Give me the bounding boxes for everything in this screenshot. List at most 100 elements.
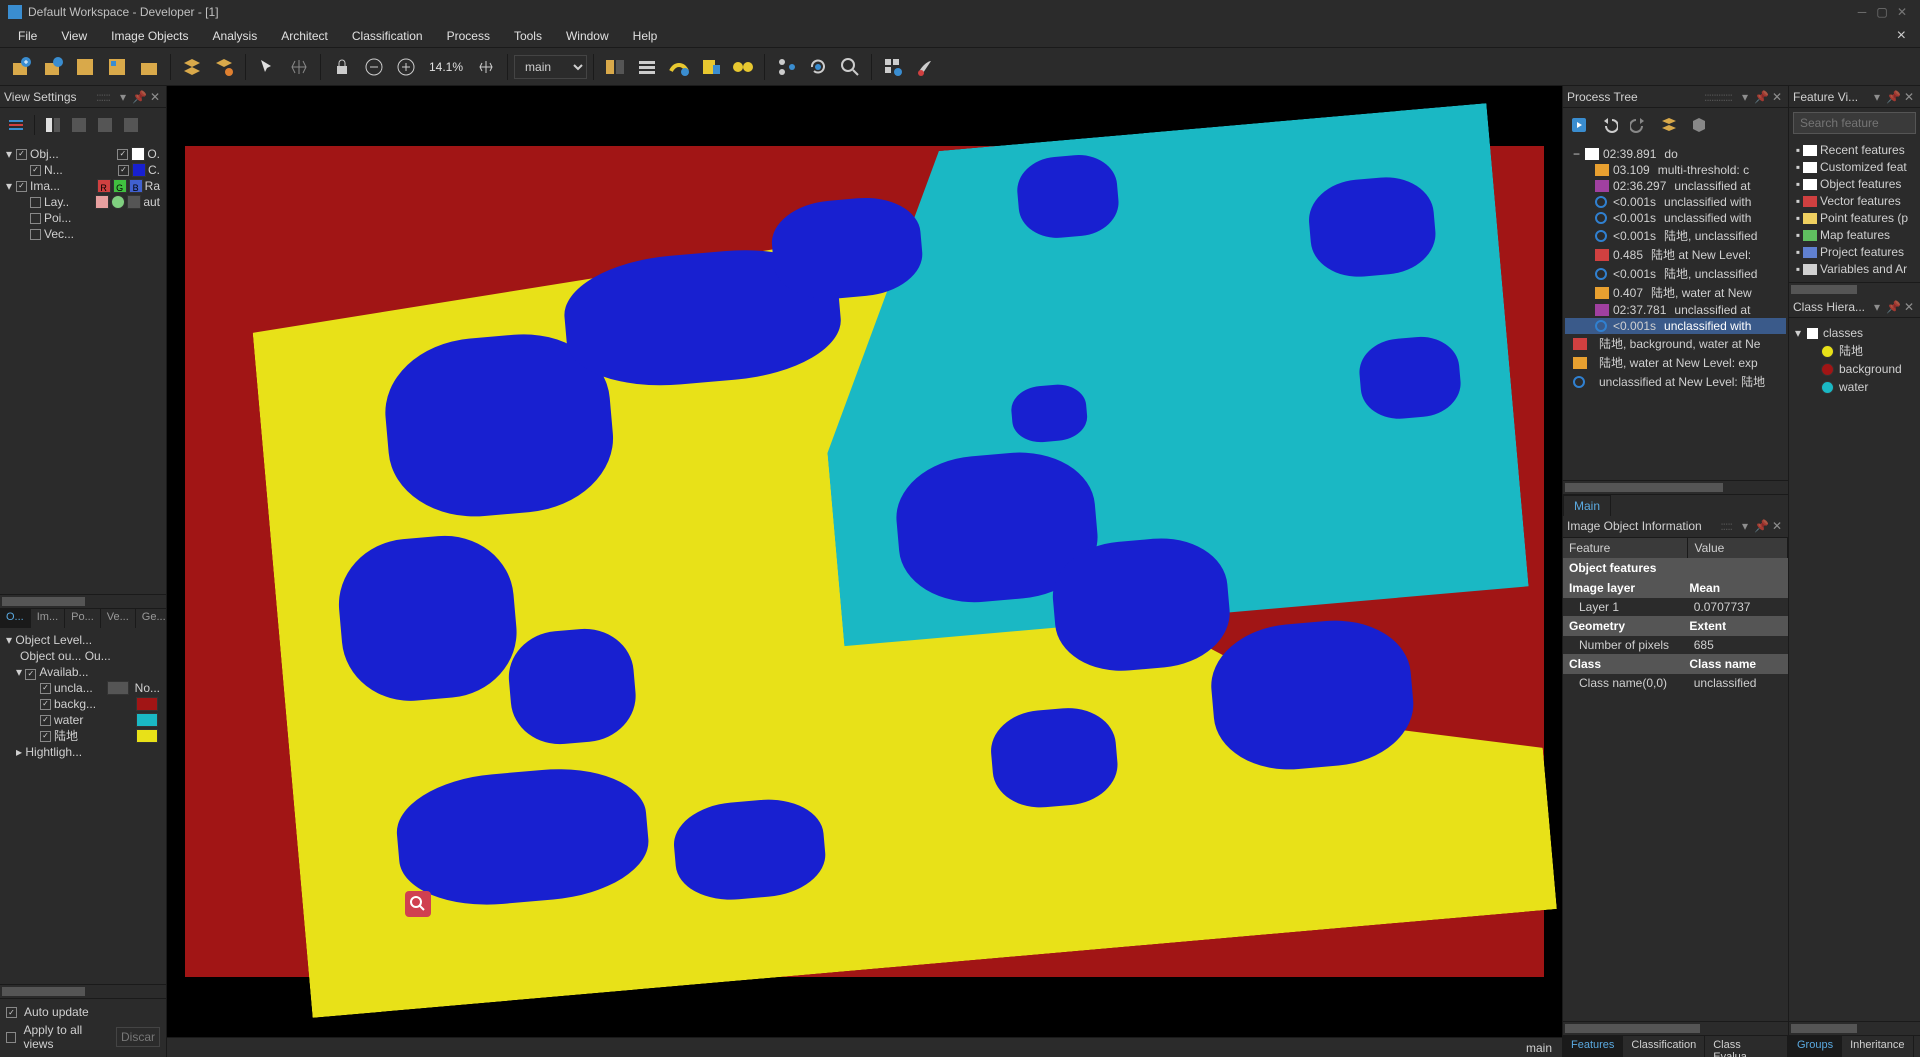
process-tree-row[interactable]: 陆地, background, water at Ne <box>1565 334 1786 353</box>
class-item[interactable]: water <box>1795 378 1914 396</box>
class-item[interactable]: background <box>1795 360 1914 378</box>
fit-view-icon[interactable] <box>471 52 501 82</box>
vs-item[interactable]: ▾Obj...O. <box>6 146 160 162</box>
zoom-in-icon[interactable] <box>391 52 421 82</box>
workspace-icon[interactable] <box>102 52 132 82</box>
pin-icon[interactable]: 📌 <box>132 90 146 104</box>
refresh-icon[interactable] <box>803 52 833 82</box>
process-tree-row[interactable]: <0.001s陆地, unclassified <box>1565 226 1786 245</box>
feature-item[interactable]: ▪Map features <box>1793 227 1916 244</box>
vs-item[interactable]: Lay..aut <box>6 194 160 210</box>
dropdown-icon[interactable]: ▾ <box>1738 519 1752 533</box>
menu-process[interactable]: Process <box>435 26 502 46</box>
layer-tab[interactable]: O... <box>0 609 31 628</box>
close-window-button[interactable]: ✕ <box>1892 5 1912 19</box>
vs-tool-3[interactable] <box>67 113 91 137</box>
process-tree-row[interactable]: unclassified at New Level: 陆地 <box>1565 372 1786 391</box>
vs-tool-2[interactable] <box>41 113 65 137</box>
vs-item[interactable]: ▾Ima...RGBRa <box>6 178 160 194</box>
feature-item[interactable]: ▪Customized feat <box>1793 159 1916 176</box>
vs-item[interactable]: Poi... <box>6 210 160 226</box>
process-tree-row[interactable]: 0.407陆地, water at New <box>1565 283 1786 302</box>
image-viewport[interactable] <box>167 86 1562 1037</box>
list-view-icon[interactable] <box>632 52 662 82</box>
feature-item[interactable]: ▪Point features (p <box>1793 210 1916 227</box>
pin-icon[interactable]: 📌 <box>1754 519 1768 533</box>
class-root[interactable]: ▾classes <box>1795 324 1914 342</box>
obj-info-tab[interactable]: Classification <box>1623 1036 1705 1057</box>
undo-icon[interactable] <box>1597 113 1621 137</box>
split-view-icon[interactable] <box>600 52 630 82</box>
folder-icon[interactable] <box>134 52 164 82</box>
brush-icon[interactable] <box>910 52 940 82</box>
menu-file[interactable]: File <box>6 26 49 46</box>
scrollbar-h-3[interactable] <box>1563 480 1788 494</box>
feature-item[interactable]: ▪Variables and Ar <box>1793 261 1916 278</box>
minimize-button[interactable]: ─ <box>1852 5 1872 19</box>
close-panel-icon[interactable]: ✕ <box>1902 90 1916 104</box>
pin-icon[interactable]: 📌 <box>1754 90 1768 104</box>
lock-icon[interactable] <box>327 52 357 82</box>
process-tree[interactable]: −02:39.891do03.109multi-threshold: c02:3… <box>1563 142 1788 480</box>
search-feature-input[interactable] <box>1793 112 1916 134</box>
discard-button[interactable]: Discar <box>116 1027 160 1047</box>
feature-item[interactable]: ▪Project features <box>1793 244 1916 261</box>
menu-view[interactable]: View <box>49 26 99 46</box>
menu-window[interactable]: Window <box>554 26 621 46</box>
grid-settings-icon[interactable] <box>878 52 908 82</box>
layers-icon[interactable] <box>177 52 207 82</box>
magnify-icon[interactable] <box>835 52 865 82</box>
pin-icon[interactable]: 📌 <box>1886 300 1900 314</box>
yellow-tool-2-icon[interactable] <box>696 52 726 82</box>
process-tree-row[interactable]: <0.001sunclassified with <box>1565 210 1786 226</box>
obj-info-tab[interactable]: Class Evalua... <box>1705 1036 1788 1057</box>
vs-item[interactable]: Vec... <box>6 226 160 242</box>
level-selector[interactable]: main <box>514 55 587 79</box>
class-item[interactable]: 陆地 <box>1795 342 1914 360</box>
scrollbar-h-4[interactable] <box>1563 1021 1788 1035</box>
process-tree-row[interactable]: 03.109multi-threshold: c <box>1565 162 1786 178</box>
layers-settings-icon[interactable] <box>209 52 239 82</box>
zoom-out-icon[interactable] <box>359 52 389 82</box>
pan-icon[interactable] <box>284 52 314 82</box>
save-project-icon[interactable] <box>70 52 100 82</box>
process-tree-row[interactable]: <0.001s陆地, unclassified <box>1565 264 1786 283</box>
zoom-percent[interactable]: 14.1% <box>423 60 469 74</box>
vs-tool-5[interactable] <box>119 113 143 137</box>
menu-architect[interactable]: Architect <box>269 26 340 46</box>
close-panel-icon[interactable]: ✕ <box>148 90 162 104</box>
close-panel-icon[interactable]: ✕ <box>1770 519 1784 533</box>
menu-analysis[interactable]: Analysis <box>201 26 270 46</box>
feature-item[interactable]: ▪Vector features <box>1793 193 1916 210</box>
vs-tool-4[interactable] <box>93 113 117 137</box>
run-process-icon[interactable] <box>1567 113 1591 137</box>
process-tree-row[interactable]: 陆地, water at New Level: exp <box>1565 353 1786 372</box>
vs-tool-1[interactable] <box>4 113 28 137</box>
dropdown-icon[interactable]: ▾ <box>1738 90 1752 104</box>
glasses-icon[interactable] <box>728 52 758 82</box>
menu-classification[interactable]: Classification <box>340 26 435 46</box>
scrollbar-h[interactable] <box>0 594 166 608</box>
process-tree-row[interactable]: <0.001sunclassified with <box>1565 318 1786 334</box>
hierarchy-icon[interactable] <box>771 52 801 82</box>
yellow-tool-1-icon[interactable] <box>664 52 694 82</box>
layer-tab[interactable]: Po... <box>65 609 101 628</box>
layer-tab[interactable]: Im... <box>31 609 65 628</box>
redo-icon[interactable] <box>1627 113 1651 137</box>
close-panel-icon[interactable]: ✕ <box>1770 90 1784 104</box>
layer-tab[interactable]: Ve... <box>101 609 136 628</box>
class-hierarchy-tree[interactable]: ▾classes陆地backgroundwater <box>1789 318 1920 402</box>
vs-item[interactable]: N...C. <box>6 162 160 178</box>
auto-update-checkbox[interactable]: Auto update <box>6 1005 160 1019</box>
process-tree-row[interactable]: 0.485陆地 at New Level: <box>1565 245 1786 264</box>
feature-item[interactable]: ▪Object features <box>1793 176 1916 193</box>
pin-icon[interactable]: 📌 <box>1886 90 1900 104</box>
menu-help[interactable]: Help <box>621 26 670 46</box>
dropdown-icon[interactable]: ▾ <box>1870 90 1884 104</box>
obj-info-tab[interactable]: Features <box>1563 1036 1623 1057</box>
process-tree-row[interactable]: <0.001sunclassified with <box>1565 194 1786 210</box>
dropdown-icon[interactable]: ▾ <box>1870 300 1884 314</box>
menu-image-objects[interactable]: Image Objects <box>99 26 200 46</box>
process-tree-row[interactable]: −02:39.891do <box>1565 146 1786 162</box>
feature-tree[interactable]: ▪Recent features▪Customized feat▪Object … <box>1789 138 1920 282</box>
